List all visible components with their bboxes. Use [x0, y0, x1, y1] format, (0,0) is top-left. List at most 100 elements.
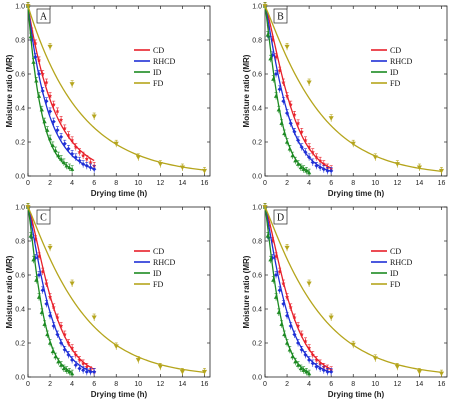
y-axis-title: Moisture ratio (MR): [242, 54, 251, 127]
x-tick-label: 16: [438, 180, 446, 187]
data-point-id: [282, 131, 287, 136]
data-point-id: [47, 340, 53, 345]
y-tick-label: 0.6: [15, 273, 25, 280]
data-point-id: [61, 366, 67, 371]
plot-frame: [264, 5, 448, 177]
data-point-id: [290, 153, 295, 158]
data-point-rhcd: [303, 150, 308, 155]
data-point-cd: [310, 352, 315, 357]
x-tick-label: 14: [416, 180, 424, 187]
data-point-id: [279, 322, 284, 326]
legend-label-rhcd: RHCD: [390, 57, 412, 66]
data-point-fd: [201, 168, 208, 174]
data-point-cd: [288, 102, 293, 107]
series-id: [25, 2, 75, 173]
legend-label-fd: FD: [390, 280, 400, 289]
y-tick-label: 1.0: [252, 205, 262, 212]
data-point-rhcd: [66, 146, 71, 151]
y-tick-label: 0.8: [252, 38, 262, 45]
data-point-cd: [40, 269, 45, 274]
data-point-rhcd: [44, 301, 49, 307]
data-point-id: [45, 127, 50, 132]
data-point-id: [45, 332, 50, 337]
x-axis-title: Drying time (h): [328, 189, 385, 198]
x-tick-label: 12: [156, 381, 164, 388]
panel-letter-box: [273, 209, 288, 225]
chart-panel-b: 0 2 4 6 8 10 12 14 16 0.0 0.2 0.4 0.6 0.8 1.0 Drying ti…: [242, 2, 448, 198]
data-point-fd: [91, 114, 97, 120]
legend-label-rhcd: RHCD: [153, 258, 175, 267]
y-tick-label: 0.6: [252, 273, 262, 280]
data-point-fd: [201, 369, 208, 375]
data-point-fd: [113, 141, 119, 147]
data-point-fd: [350, 342, 356, 348]
legend-label-fd: FD: [153, 79, 163, 88]
x-tick-label: 12: [393, 381, 401, 388]
data-point-rhcd: [62, 141, 67, 146]
data-point-rhcd: [329, 369, 334, 375]
data-point-id: [268, 56, 273, 61]
x-tick-label: 6: [92, 381, 96, 388]
data-point-cd: [277, 269, 282, 274]
data-point-id: [31, 59, 36, 64]
data-point-fd: [306, 80, 312, 86]
series-fd: [262, 203, 445, 378]
data-point-rhcd: [292, 129, 297, 134]
series-cd: [25, 203, 97, 376]
data-point-cd: [281, 80, 286, 85]
data-point-id: [67, 165, 72, 170]
data-point-rhcd: [70, 357, 75, 363]
data-point-id: [56, 153, 61, 158]
panel-letter: B: [277, 12, 284, 23]
data-point-fd: [135, 155, 141, 160]
data-point-fd: [157, 364, 163, 370]
legend-label-cd: CD: [153, 46, 164, 55]
data-point-rhcd: [329, 168, 334, 174]
data-point-id: [271, 277, 276, 282]
data-point-id: [304, 168, 309, 173]
data-point-rhcd: [314, 364, 319, 369]
data-point-id: [301, 166, 306, 171]
data-point-id: [295, 161, 301, 166]
y-tick-label: 0.0: [15, 375, 25, 382]
data-point-cd: [84, 364, 89, 369]
data-point-cd: [51, 102, 56, 107]
plot-frame: [27, 5, 211, 177]
data-point-rhcd: [81, 161, 86, 167]
data-point-fd: [438, 371, 445, 377]
x-tick-label: 12: [156, 180, 164, 187]
data-point-cd: [84, 156, 89, 161]
x-tick-label: 16: [201, 381, 209, 388]
y-tick-label: 0.0: [252, 375, 262, 382]
data-point-cd: [292, 315, 297, 320]
data-point-cd: [303, 138, 308, 143]
legend-label-cd: CD: [390, 46, 401, 55]
series-id: [262, 203, 312, 378]
legend-label-id: ID: [390, 68, 399, 77]
series-id: [262, 2, 312, 177]
y-tick-label: 0.4: [252, 307, 262, 314]
panel-letter: D: [277, 213, 284, 224]
data-point-fd: [284, 245, 290, 251]
data-point-fd: [25, 4, 31, 9]
data-point-cd: [66, 132, 71, 138]
data-point-cd: [295, 323, 301, 328]
data-point-cd: [88, 160, 93, 165]
data-point-rhcd: [325, 369, 330, 375]
data-point-cd: [317, 158, 323, 163]
data-point-cd: [317, 361, 323, 366]
x-tick-label: 4: [70, 180, 74, 187]
data-point-rhcd: [273, 272, 279, 278]
data-point-id: [295, 362, 301, 367]
data-point-rhcd: [273, 71, 279, 77]
panel-letter-box: [36, 8, 51, 24]
data-point-id: [61, 160, 67, 165]
data-point-cd: [288, 305, 293, 310]
x-tick-label: 0: [26, 381, 30, 388]
data-point-rhcd: [77, 366, 82, 371]
data-point-rhcd: [299, 144, 304, 150]
series-rhcd: [262, 203, 334, 376]
data-point-id: [64, 367, 69, 372]
y-tick-label: 0.4: [15, 307, 25, 314]
data-point-rhcd: [284, 313, 290, 318]
